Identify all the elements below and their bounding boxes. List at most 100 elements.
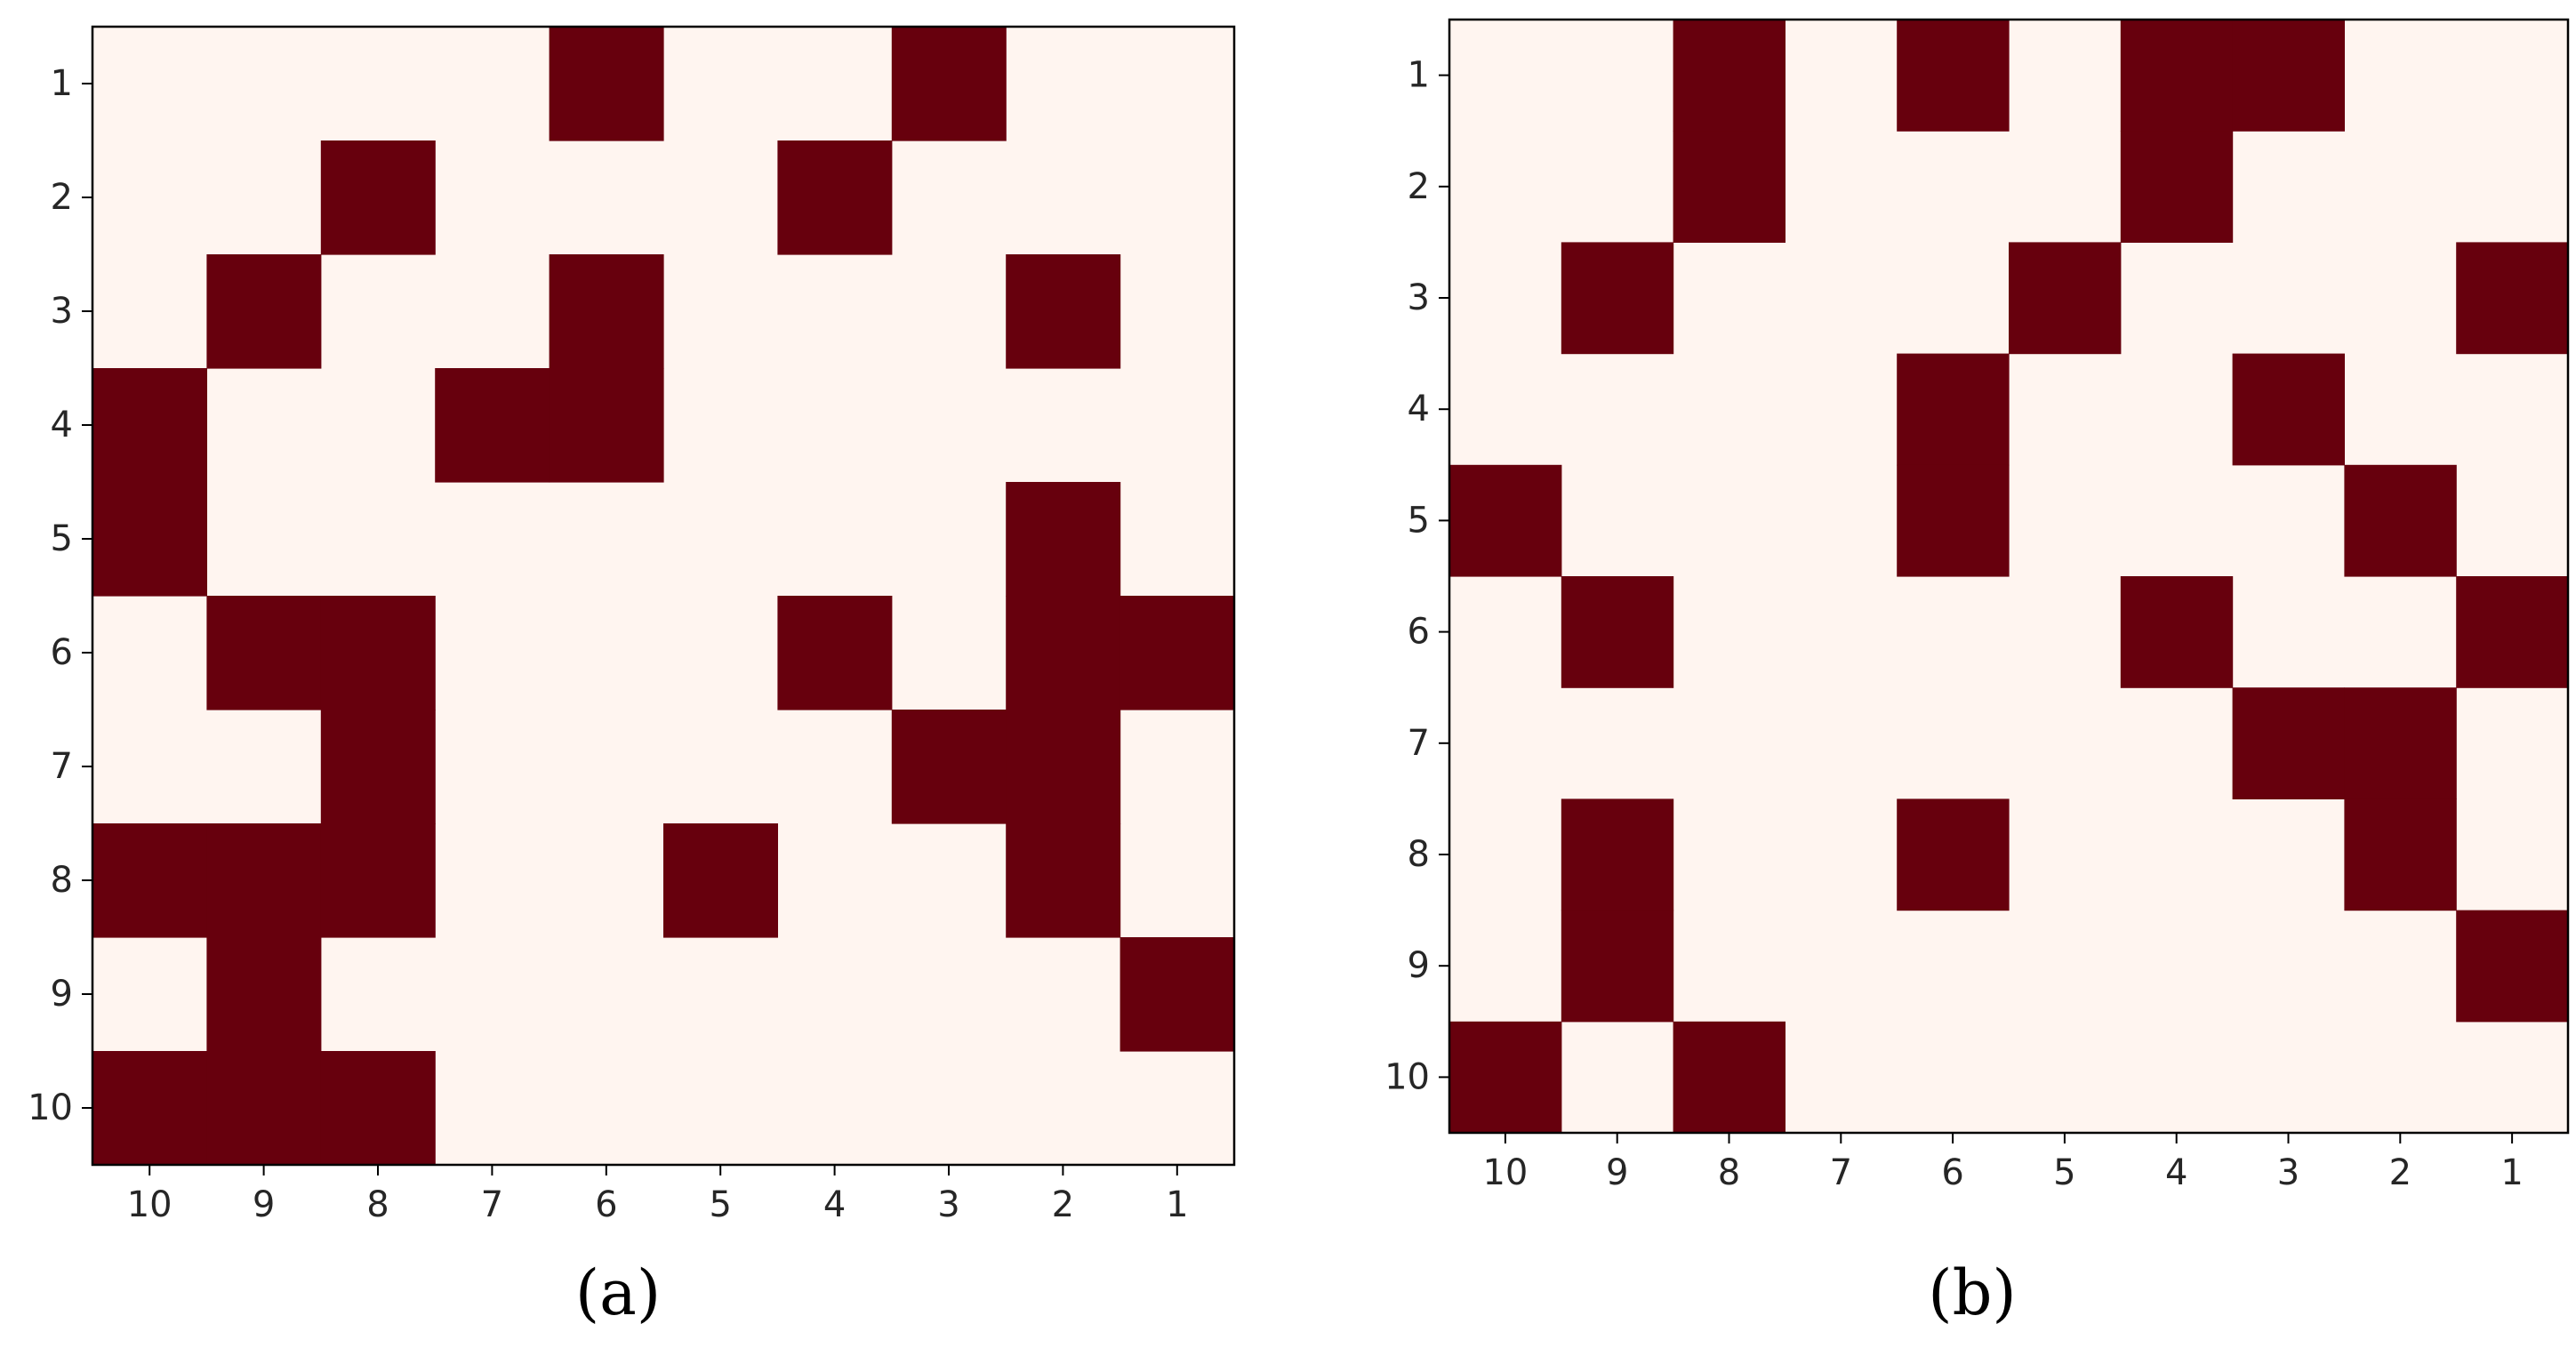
heatmap-cell-b-r10-c8 [1673,1021,1786,1134]
x-tick-label-b-7: 7 [1830,1152,1852,1193]
heatmap-cell-a-r5-c10 [92,482,207,597]
y-tick-label-b-5: 5 [1408,500,1430,541]
y-tick-label-b-7: 7 [1408,723,1430,764]
y-tick-label-b-9: 9 [1408,945,1430,986]
x-tick-label-a-1: 1 [1166,1184,1188,1225]
heatmap-cell-a-r1-c6 [549,27,664,141]
heatmap-cell-b-r5-c2 [2344,464,2457,577]
y-tick-label-b-2: 2 [1408,166,1430,207]
heatmap-panel-b: 1 2 3 4 5 6 7 8 9 10 10 9 8 7 6 5 4 3 2 1 [1384,18,2570,1193]
heatmap-cell-b-r5-c10 [1449,464,1562,577]
y-tick-label-a-5: 5 [51,518,73,559]
y-tick-label-a-1: 1 [51,63,73,104]
heatmap-cell-b-r4-c6 [1897,353,2010,466]
heatmap-cell-b-r6-c9 [1561,576,1674,688]
y-tick-label-a-4: 4 [51,405,73,445]
heatmap-cell-b-r7-c3 [2232,687,2345,799]
heatmap-cell-a-r8-c2 [1006,823,1121,938]
heatmap-cell-b-r2-c8 [1673,131,1786,243]
x-tick-label-b-3: 3 [2277,1152,2299,1193]
heatmap-cell-a-r3-c9 [206,254,322,369]
heatmap-cell-b-r1-c8 [1673,20,1786,132]
heatmap-cell-a-r9-c9 [206,937,322,1052]
heatmap-cell-b-r6-c4 [2120,576,2234,688]
plot-frame-b [1448,18,2570,1135]
heatmap-cell-a-r6-c2 [1006,596,1121,710]
plot-frame-a [91,25,1236,1167]
heatmap-cell-a-r5-c2 [1006,482,1121,597]
heatmap-cell-b-r3-c1 [2456,242,2569,355]
x-tick-label-a-3: 3 [937,1184,959,1225]
heatmap-cell-a-r3-c6 [549,254,664,369]
x-tick-label-b-9: 9 [1606,1152,1628,1193]
heatmap-cell-b-r9-c1 [2456,910,2569,1023]
x-tick-label-a-8: 8 [366,1184,389,1225]
heatmap-cell-b-r3-c9 [1561,242,1674,355]
heatmap-cell-a-r7-c8 [320,710,436,824]
x-tick-label-b-2: 2 [2389,1152,2411,1193]
y-tick-label-a-9: 9 [51,974,73,1015]
y-tick-label-b-8: 8 [1408,834,1430,875]
x-tick-label-a-9: 9 [253,1184,275,1225]
heatmap-cell-b-r1-c6 [1897,20,2010,132]
heatmap-cell-a-r8-c8 [320,823,436,938]
x-tick-label-b-8: 8 [1718,1152,1740,1193]
heatmap-cell-b-r8-c6 [1897,798,2010,911]
heatmap-cell-a-r6-c9 [206,596,322,710]
heatmap-cell-a-r4-c10 [92,368,207,483]
heatmap-cell-b-r8-c9 [1561,798,1674,911]
heatmap-cell-a-r6-c8 [320,596,436,710]
heatmap-cell-b-r4-c3 [2232,353,2345,466]
y-tick-label-a-3: 3 [51,291,73,332]
x-tick-label-b-5: 5 [2053,1152,2075,1193]
heatmap-cell-a-r2-c8 [320,140,436,255]
heatmap-cell-a-r4-c6 [549,368,664,483]
heatmap-cell-b-r9-c9 [1561,910,1674,1023]
heatmap-cell-a-r8-c9 [206,823,322,938]
heatmap-cell-a-r1-c3 [891,27,1007,141]
heatmap-cell-b-r1-c3 [2232,20,2345,132]
heatmap-cell-a-r4-c7 [435,368,550,483]
y-tick-label-b-10: 10 [1384,1056,1430,1097]
heatmap-cell-a-r10-c8 [320,1051,436,1166]
y-tick-label-a-8: 8 [51,860,73,901]
heatmap-cell-a-r7-c3 [891,710,1007,824]
heatmap-cell-a-r6-c1 [1119,596,1235,710]
heatmap-cell-a-r3-c2 [1006,254,1121,369]
y-tick-label-b-4: 4 [1408,389,1430,429]
y-tick-label-a-2: 2 [51,177,73,218]
x-tick-label-a-6: 6 [595,1184,617,1225]
heatmap-cell-a-r7-c2 [1006,710,1121,824]
heatmap-cell-a-r8-c10 [92,823,207,938]
heatmap-cell-b-r5-c6 [1897,464,2010,577]
x-tick-label-a-2: 2 [1052,1184,1074,1225]
x-tick-label-b-6: 6 [1941,1152,1963,1193]
x-tick-label-a-4: 4 [823,1184,846,1225]
heatmap-cell-b-r8-c2 [2344,798,2457,911]
heatmap-cell-a-r9-c1 [1119,937,1235,1052]
heatmap-cell-b-r3-c5 [2009,242,2122,355]
y-tick-label-b-3: 3 [1408,277,1430,318]
y-tick-label-b-6: 6 [1408,612,1430,653]
x-tick-label-b-4: 4 [2165,1152,2187,1193]
heatmap-cell-b-r10-c10 [1449,1021,1562,1134]
heatmap-cell-a-r6-c4 [777,596,893,710]
heatmap-cell-a-r10-c9 [206,1051,322,1166]
heatmap-cell-b-r7-c2 [2344,687,2457,799]
x-tick-label-a-7: 7 [481,1184,503,1225]
heatmap-cell-a-r10-c10 [92,1051,207,1166]
heatmap-cell-a-r8-c5 [663,823,778,938]
x-tick-label-a-10: 10 [127,1184,173,1225]
x-tick-label-b-1: 1 [2500,1152,2523,1193]
y-tick-label-a-6: 6 [51,632,73,673]
heatmap-panel-a: 1 2 3 4 5 6 7 8 9 10 10 9 8 7 6 5 4 3 2 1 [28,25,1236,1225]
heatmap-cell-b-r1-c4 [2120,20,2234,132]
y-tick-label-a-7: 7 [51,746,73,787]
panel-label-a: (a) [575,1256,661,1329]
y-tick-label-a-10: 10 [28,1087,73,1128]
x-tick-label-a-5: 5 [709,1184,731,1225]
heatmap-cell-b-r2-c4 [2120,131,2234,243]
x-tick-label-b-10: 10 [1482,1152,1528,1193]
